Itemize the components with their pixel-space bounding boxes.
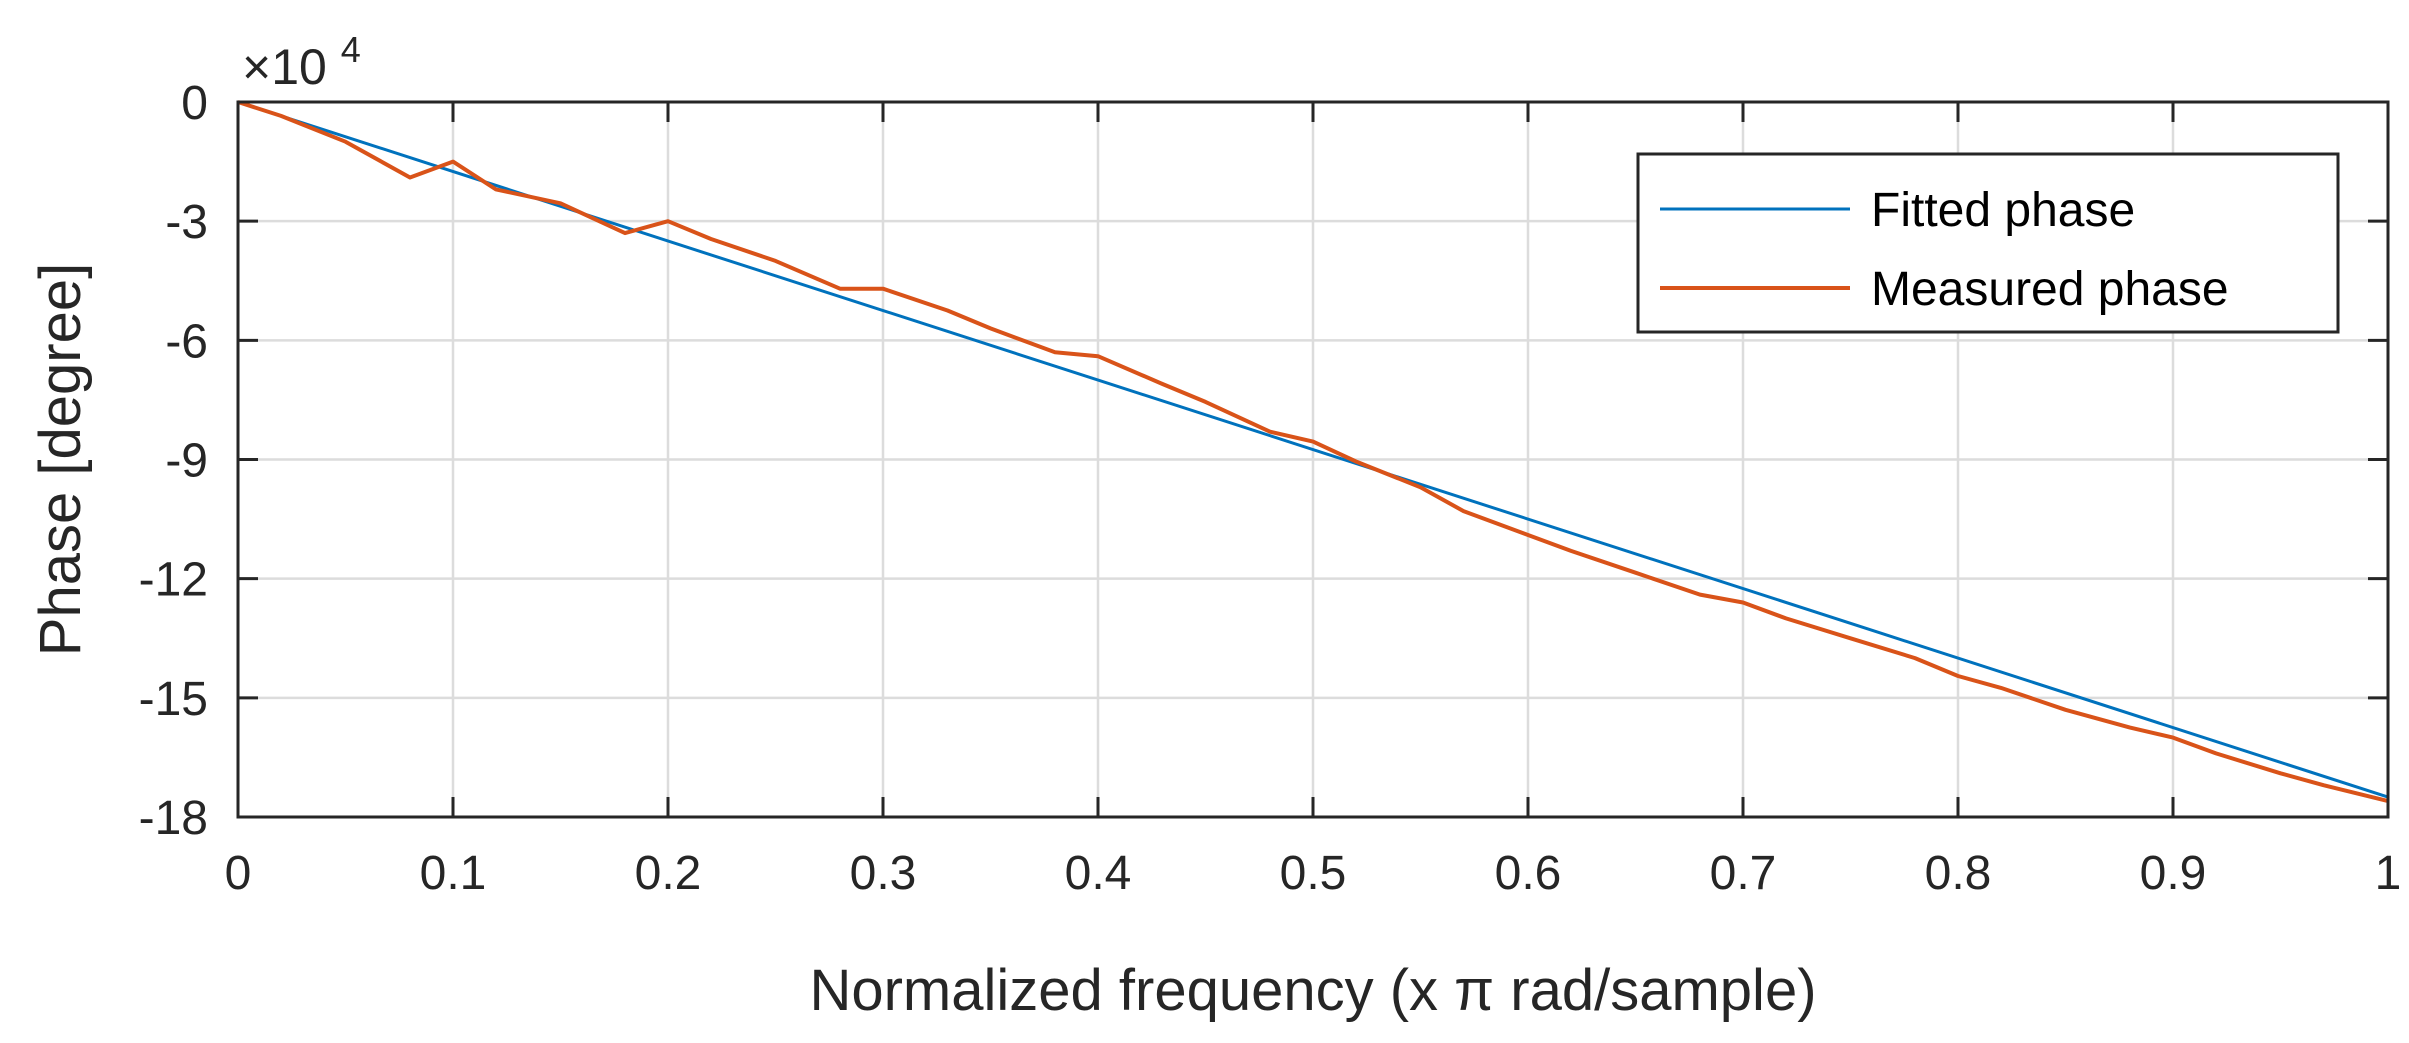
y-exponent-power: 4 [341, 29, 361, 70]
x-tick-label: 0.1 [420, 847, 487, 900]
series-lines [237, 100, 2389, 804]
y-exponent-label: ×10 4 [242, 29, 361, 95]
x-tick-label: 0.7 [1710, 847, 1777, 900]
x-tick-labels: 0 0.1 0.2 0.3 0.4 0.5 0.6 0.7 0.8 0.9 1 [225, 847, 2402, 900]
x-tick-label: 1 [2375, 847, 2402, 900]
y-tick-label: -18 [139, 792, 208, 845]
x-tick-label: 0.6 [1495, 847, 1562, 900]
legend-box [1636, 152, 2340, 334]
grid-lines [238, 102, 2388, 817]
y-exponent-base: ×10 [242, 39, 327, 95]
y-tick-label: -3 [165, 196, 208, 249]
x-tick-label: 0.8 [1925, 847, 1992, 900]
legend-label-measured-phase: Measured phase [1871, 263, 2229, 316]
x-tick-label: 0.5 [1280, 847, 1347, 900]
y-tick-label: -9 [165, 435, 208, 488]
y-tick-label: 0 [181, 77, 208, 130]
series-line-measured-phase [237, 100, 2389, 804]
x-tick-label: 0 [225, 847, 252, 900]
legend-label-fitted-phase: Fitted phase [1871, 184, 2135, 237]
y-tick-label: -15 [139, 673, 208, 726]
y-axis-label: Phase [degree] [28, 263, 93, 656]
x-tick-label: 0.9 [2140, 847, 2207, 900]
x-tick-label: 0.2 [635, 847, 702, 900]
x-axis-label: Normalized frequency (x π rad/sample) [809, 958, 1816, 1023]
y-tick-label: -6 [165, 315, 208, 368]
x-tick-label: 0.3 [850, 847, 917, 900]
y-tick-labels: 0 -3 -6 -9 -12 -15 -18 [139, 77, 208, 845]
tick-marks [236, 100, 2390, 819]
legend: Fitted phase Measured phase [1636, 152, 2340, 334]
y-tick-label: -12 [139, 554, 208, 607]
x-tick-label: 0.4 [1065, 847, 1132, 900]
